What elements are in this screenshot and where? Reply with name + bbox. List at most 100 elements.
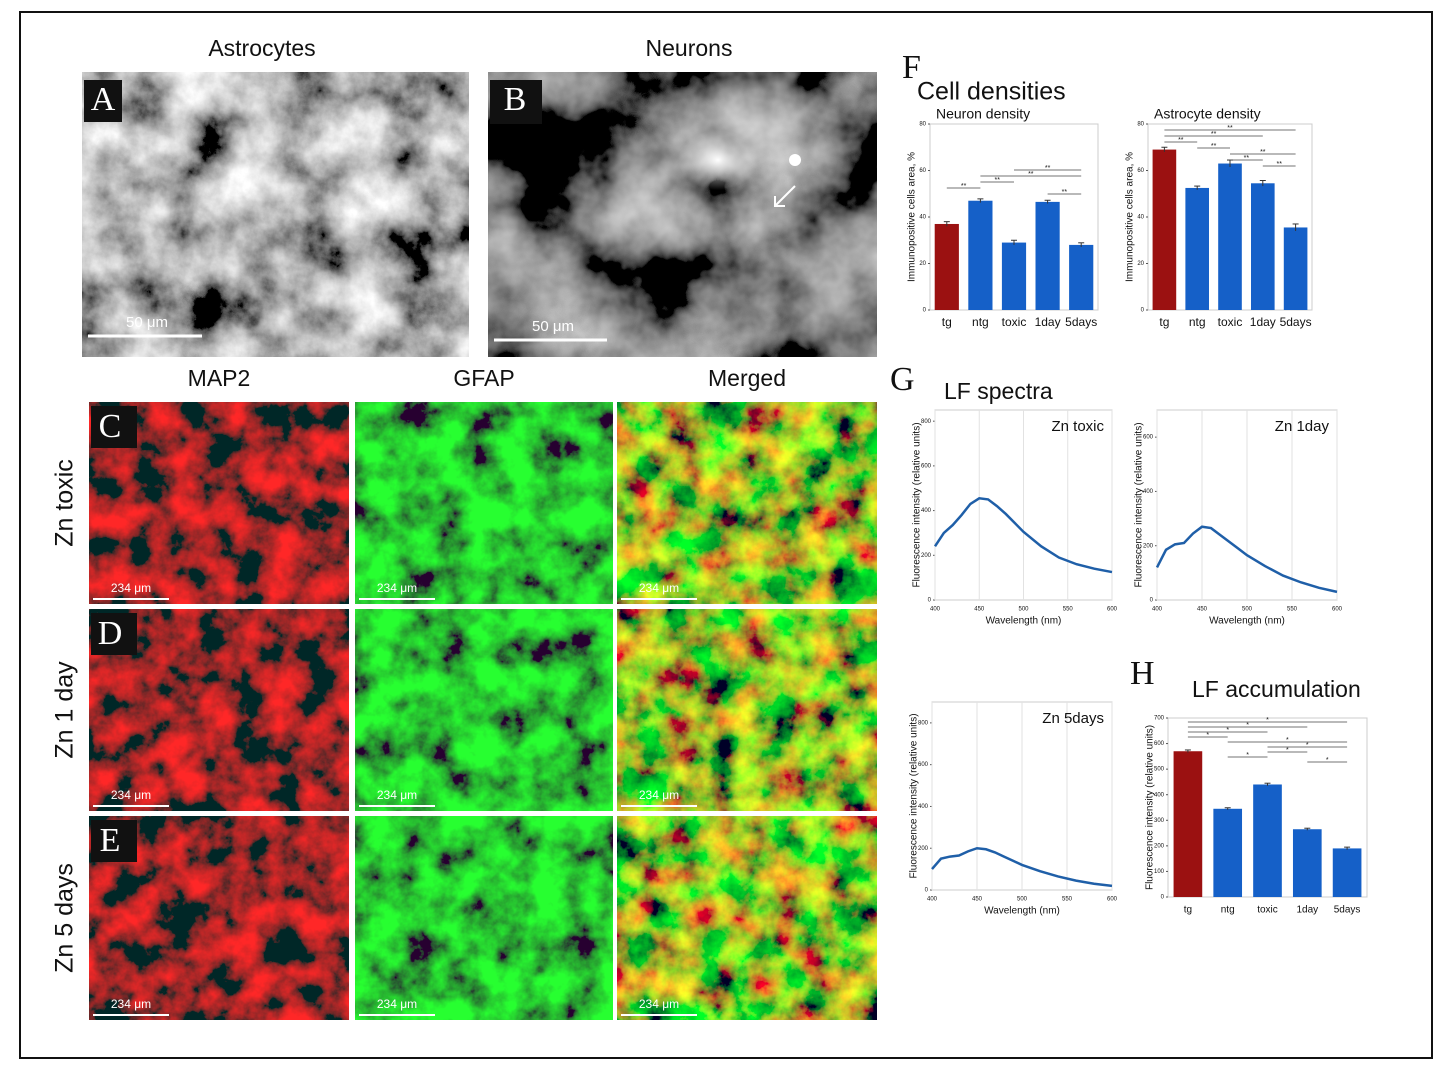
column-title: GFAP bbox=[453, 365, 514, 391]
bar bbox=[1218, 163, 1242, 310]
y-tick-label: 500 bbox=[1154, 767, 1165, 773]
x-axis-label: Wavelength (nm) bbox=[986, 616, 1062, 627]
arrow-head bbox=[774, 196, 785, 207]
panel-letter: E bbox=[100, 822, 121, 859]
x-tick-label: 1day bbox=[1250, 315, 1276, 329]
x-tick-label: toxic bbox=[1002, 315, 1027, 329]
y-tick-label: 800 bbox=[918, 720, 929, 726]
row-label: Zn 5 days bbox=[51, 863, 79, 973]
letter-box bbox=[490, 80, 542, 124]
figure-border bbox=[19, 11, 1433, 1059]
row-label: Zn 1 day bbox=[51, 661, 79, 759]
bar bbox=[1292, 829, 1322, 897]
x-axis-label: Wavelength (nm) bbox=[984, 906, 1060, 917]
x-tick-label: 550 bbox=[1287, 607, 1298, 613]
significance-label: ** bbox=[1045, 165, 1051, 172]
y-tick-label: 200 bbox=[921, 553, 932, 559]
letter-box bbox=[91, 406, 137, 448]
bar bbox=[1035, 201, 1060, 310]
y-tick-label: 600 bbox=[1143, 435, 1154, 441]
y-axis-label: Fluorescence intensity (relative units) bbox=[1134, 422, 1145, 587]
x-tick-label: 400 bbox=[930, 607, 941, 613]
x-tick-label: 5days bbox=[1065, 315, 1097, 329]
significance-label: ** bbox=[1211, 143, 1217, 150]
chart-title: Zn 5days bbox=[1042, 710, 1104, 727]
x-tick-label: 400 bbox=[927, 897, 938, 903]
x-tick-label: 600 bbox=[1107, 607, 1118, 613]
column-title: Merged bbox=[708, 365, 786, 391]
scale-label: 50 μm bbox=[126, 314, 168, 331]
y-tick-label: 400 bbox=[1143, 489, 1154, 495]
bright-spot bbox=[789, 154, 801, 166]
y-axis-label: Immunopositive cells area, % bbox=[907, 152, 918, 282]
bar bbox=[1185, 187, 1210, 310]
x-tick-label: tg bbox=[942, 315, 952, 329]
chart-title: Zn 1day bbox=[1275, 418, 1330, 435]
micrograph bbox=[617, 609, 877, 811]
y-tick-label: 40 bbox=[919, 215, 926, 221]
spectrum-line bbox=[933, 496, 1113, 574]
letter-box bbox=[84, 80, 122, 122]
y-tick-label: 60 bbox=[1137, 168, 1144, 174]
significance-label: ** bbox=[1227, 125, 1233, 132]
scale-label: 234 μm bbox=[639, 581, 679, 595]
panel-letter: H bbox=[1130, 655, 1155, 692]
y-tick-label: 300 bbox=[1154, 818, 1165, 824]
scale-label: 234 μm bbox=[377, 997, 417, 1011]
y-tick-label: 800 bbox=[921, 419, 932, 425]
bar bbox=[1152, 149, 1177, 310]
bar bbox=[1250, 183, 1275, 310]
y-tick-label: 0 bbox=[1141, 308, 1145, 314]
micrograph bbox=[617, 402, 877, 604]
micrograph bbox=[488, 72, 877, 357]
y-tick-label: 20 bbox=[1137, 261, 1144, 267]
panel-title: Cell densities bbox=[917, 78, 1066, 106]
significance-label: ** bbox=[1244, 155, 1250, 162]
row-label: Zn toxic bbox=[51, 459, 79, 547]
x-tick-label: 450 bbox=[972, 897, 983, 903]
chart-title: Astrocyte density bbox=[1154, 106, 1261, 122]
chart-title: Zn toxic bbox=[1051, 418, 1104, 435]
y-tick-label: 200 bbox=[918, 846, 929, 852]
x-tick-label: toxic bbox=[1257, 905, 1278, 916]
bar bbox=[1173, 751, 1203, 897]
scale-label: 234 μm bbox=[639, 788, 679, 802]
y-tick-label: 0 bbox=[1150, 598, 1154, 604]
neuron-body bbox=[725, 185, 789, 265]
scale-label: 50 μm bbox=[532, 318, 574, 335]
significance-label: * bbox=[1206, 732, 1209, 739]
significance-label: * bbox=[1226, 727, 1229, 734]
panel-title: Neurons bbox=[646, 35, 733, 61]
bar bbox=[934, 223, 959, 310]
y-tick-label: 40 bbox=[1137, 215, 1144, 221]
x-tick-label: 450 bbox=[1197, 607, 1208, 613]
x-tick-label: 550 bbox=[1063, 607, 1074, 613]
chart-title: Neuron density bbox=[936, 106, 1030, 122]
significance-label: * bbox=[1286, 737, 1289, 744]
x-tick-label: 1day bbox=[1035, 315, 1061, 329]
letter-box bbox=[91, 820, 137, 862]
y-tick-label: 60 bbox=[919, 168, 926, 174]
x-tick-label: toxic bbox=[1218, 315, 1243, 329]
y-tick-label: 600 bbox=[918, 762, 929, 768]
y-axis-label: Immunopositive cells area, % bbox=[1125, 152, 1136, 282]
panel-letter: A bbox=[91, 81, 116, 118]
y-tick-label: 200 bbox=[1143, 543, 1154, 549]
panel-letter: G bbox=[890, 361, 915, 398]
panel-letter: B bbox=[504, 81, 527, 118]
scale-label: 234 μm bbox=[111, 581, 151, 595]
y-tick-label: 600 bbox=[921, 463, 932, 469]
micrograph bbox=[355, 402, 613, 604]
bar bbox=[1213, 808, 1243, 897]
panel-letter: F bbox=[902, 49, 921, 86]
x-tick-label: 5days bbox=[1280, 315, 1312, 329]
panel-title: LF spectra bbox=[944, 378, 1053, 404]
letter-box bbox=[91, 613, 137, 655]
y-tick-label: 400 bbox=[1154, 792, 1165, 798]
significance-label: ** bbox=[1062, 189, 1068, 196]
significance-label: * bbox=[1266, 717, 1269, 724]
x-tick-label: 550 bbox=[1062, 897, 1073, 903]
scale-label: 234 μm bbox=[377, 581, 417, 595]
x-tick-label: tg bbox=[1159, 315, 1169, 329]
x-tick-label: 400 bbox=[1152, 607, 1163, 613]
